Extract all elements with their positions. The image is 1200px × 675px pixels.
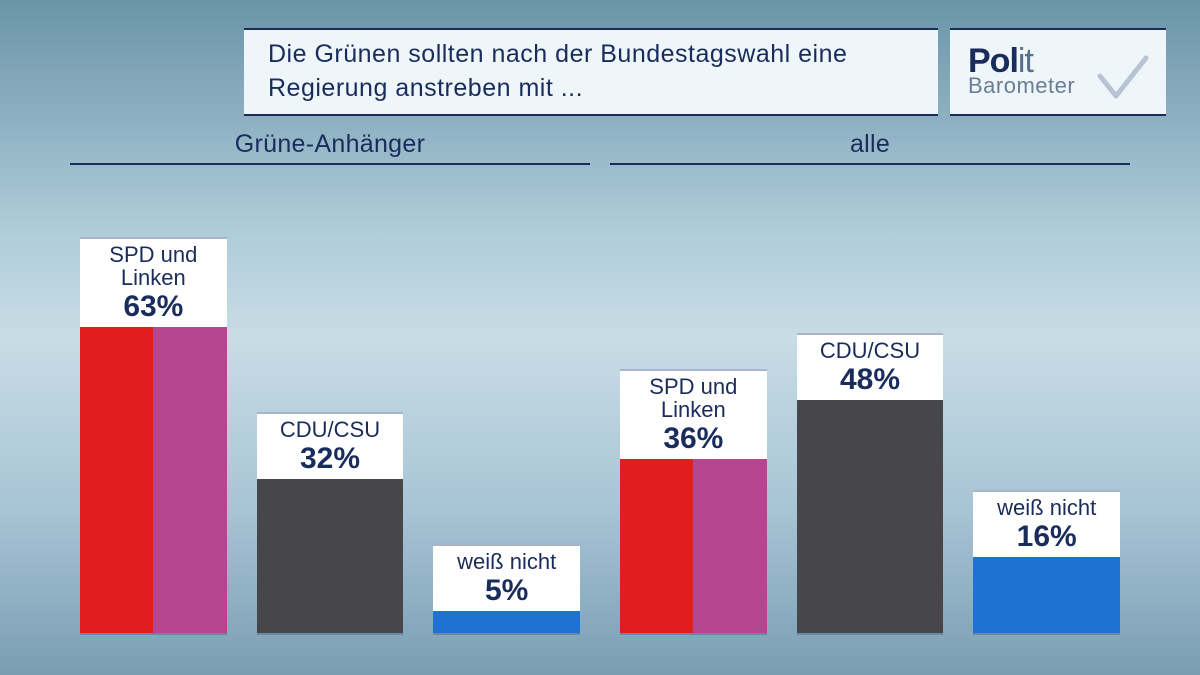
bar-group: SPD undLinken63% <box>80 237 227 635</box>
bar-body <box>433 611 580 635</box>
panel-title: alle <box>610 130 1130 163</box>
bar-header: weiß nicht16% <box>973 490 1120 557</box>
bar-segment <box>693 459 766 633</box>
logo-box: Polit Barometer <box>950 28 1166 116</box>
panel-title: Grüne-Anhänger <box>70 130 590 163</box>
bar-segment <box>257 479 404 633</box>
bar-body <box>257 479 404 635</box>
bar-header: CDU/CSU32% <box>257 412 404 479</box>
bar-value: 32% <box>261 441 400 477</box>
chart-panel: Grüne-Anhänger SPD undLinken63% CDU/CSU32%… <box>60 130 600 635</box>
bar-segment <box>433 611 580 633</box>
bar-label: weiß nicht <box>437 550 576 573</box>
bar-body <box>80 327 227 635</box>
bar-segment <box>153 327 226 633</box>
bar-segment <box>797 400 944 633</box>
panel-rule <box>70 163 590 165</box>
chart-panel: alle SPD undLinken36% CDU/CSU48% weiß nicht… <box>600 130 1140 635</box>
panel-rule <box>610 163 1130 165</box>
bar-body <box>620 459 767 635</box>
bar-segment <box>973 557 1120 633</box>
bar-group: weiß nicht5% <box>433 544 580 635</box>
bar-label: CDU/CSU <box>801 339 940 362</box>
bar-body <box>797 400 944 635</box>
chart-title: Die Grünen sollten nach der Bundestagswa… <box>268 38 914 106</box>
bar-group: weiß nicht16% <box>973 490 1120 635</box>
bar-segment <box>80 327 153 633</box>
bar-header: SPD undLinken63% <box>80 237 227 327</box>
bar-body <box>973 557 1120 635</box>
bar-value: 5% <box>437 573 576 609</box>
bar-group: SPD undLinken36% <box>620 369 767 635</box>
bar-value: 48% <box>801 362 940 398</box>
bar-value: 16% <box>977 519 1116 555</box>
bar-label: SPD undLinken <box>84 243 223 289</box>
title-box: Die Grünen sollten nach der Bundestagswa… <box>244 28 938 116</box>
bar-label: weiß nicht <box>977 496 1116 519</box>
bars-row: SPD undLinken63% CDU/CSU32% weiß nicht5% <box>70 175 590 635</box>
header: Die Grünen sollten nach der Bundestagswa… <box>244 28 1166 116</box>
bar-label: SPD undLinken <box>624 375 763 421</box>
chart-area: Grüne-AnhängerSPD undLinken63%CDU/CSU32%… <box>60 130 1140 635</box>
bars-row: SPD undLinken36% CDU/CSU48% weiß nicht16% <box>610 175 1130 635</box>
bar-value: 36% <box>624 421 763 457</box>
bar-group: CDU/CSU48% <box>797 333 944 635</box>
bar-label: CDU/CSU <box>261 418 400 441</box>
bar-header: CDU/CSU48% <box>797 333 944 400</box>
bar-segment <box>620 459 693 633</box>
bar-header: weiß nicht5% <box>433 544 580 611</box>
bar-value: 63% <box>84 289 223 325</box>
bar-group: CDU/CSU32% <box>257 412 404 635</box>
bar-header: SPD undLinken36% <box>620 369 767 459</box>
checkmark-icon <box>1096 52 1150 106</box>
